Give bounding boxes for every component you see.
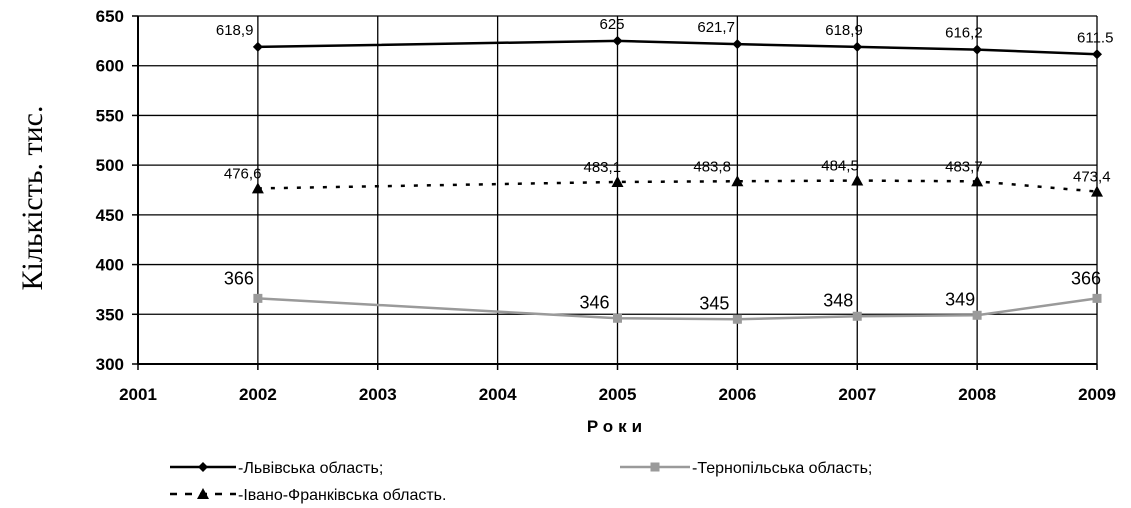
legend-item: -Львівська область;: [170, 460, 383, 477]
legend-label: -Львівська область;: [238, 460, 383, 477]
x-tick-label: 2002: [239, 385, 277, 404]
x-tick-label: 2009: [1078, 385, 1116, 404]
data-label-ternopil: 366: [224, 268, 254, 288]
y-tick-label: 650: [96, 7, 124, 26]
data-label-ternopil: 348: [823, 290, 853, 310]
legend-item: -Івано-Франківська область.: [170, 487, 446, 504]
x-tick-label: 2001: [119, 385, 157, 404]
data-label-lviv: 625: [600, 16, 625, 33]
data-label-ivano-frankivsk: 483,1: [584, 159, 622, 176]
legend-item: -Тернопільська область;: [620, 460, 872, 477]
marker-ivano-frankivsk: [251, 182, 264, 194]
marker-ternopil: [972, 310, 982, 320]
legend-marker: [650, 462, 660, 472]
axes: [132, 15, 1098, 370]
x-tick-label: 2007: [838, 385, 876, 404]
data-label-ivano-frankivsk: 483,7: [945, 158, 983, 175]
marker-ternopil: [732, 314, 742, 324]
y-tick-label: 400: [96, 256, 124, 275]
tick-labels: 300 350 400 450 500 550 600 650 2001 2002 2003 2004…: [96, 7, 1116, 404]
data-label-ivano-frankivsk: 476,6: [224, 165, 262, 182]
y-tick-label: 350: [96, 305, 124, 324]
marker-lviv: [732, 39, 743, 50]
grid: [137, 15, 1098, 365]
series-1: [253, 293, 1102, 324]
legend-marker: [197, 488, 209, 499]
data-label-ivano-frankivsk: 484,5: [821, 158, 859, 175]
data-label-lviv: 611.5: [1077, 29, 1113, 46]
y-axis-title: Кількість. тис.: [16, 106, 49, 291]
data-label-ternopil: 345: [699, 293, 729, 313]
x-axis-title: Роки: [587, 417, 647, 436]
data-label-ivano-frankivsk: 483,8: [693, 158, 731, 175]
x-tick-label: 2008: [958, 385, 996, 404]
x-tick-label: 2006: [718, 385, 756, 404]
series-line-ivano-frankivsk: [257, 179, 1098, 193]
data-label-lviv: 618,9: [216, 22, 254, 39]
data-label-ternopil: 346: [580, 292, 610, 312]
marker-ivano-frankivsk: [611, 175, 624, 187]
y-tick-label: 600: [96, 57, 124, 76]
marker-lviv: [1092, 49, 1102, 60]
data-label-lviv: 621,7: [697, 19, 735, 36]
legend-label: -Тернопільська область;: [692, 460, 872, 477]
legend-marker: [198, 462, 208, 472]
marker-ivano-frankivsk: [731, 175, 744, 187]
data-label-lviv: 618,9: [825, 22, 863, 39]
series-line-lviv: [257, 39, 1098, 56]
y-tick-label: 300: [96, 355, 124, 374]
legend: -Львівська область; -Тернопільська област…: [170, 460, 872, 504]
marker-ivano-frankivsk: [851, 174, 864, 186]
marker-ternopil: [253, 293, 263, 303]
series-line-ternopil: [257, 297, 1098, 321]
data-labels: 618,9 625 621,7 618,9 616,2 611.5 366 346 345 348…: [216, 16, 1114, 313]
marker-lviv: [612, 35, 623, 46]
data-label-ternopil: 349: [945, 289, 975, 309]
marker-lviv: [252, 41, 263, 52]
marker-ivano-frankivsk: [1091, 185, 1103, 197]
marker-ternopil: [1092, 293, 1102, 303]
x-tick-label: 2004: [479, 385, 517, 404]
marker-lviv: [972, 44, 983, 55]
data-label-ivano-frankivsk: 473,4: [1073, 169, 1111, 186]
series-0: [252, 35, 1102, 60]
marker-lviv: [852, 41, 863, 52]
marker-ivano-frankivsk: [971, 175, 984, 187]
series-group: [251, 35, 1103, 324]
y-tick-label: 450: [96, 206, 124, 225]
data-label-ternopil: 366: [1071, 268, 1101, 288]
legend-label: -Івано-Франківська область.: [238, 487, 446, 504]
y-tick-label: 500: [96, 156, 124, 175]
marker-ternopil: [852, 311, 862, 321]
series-2: [251, 174, 1103, 197]
y-tick-label: 550: [96, 106, 124, 125]
x-tick-label: 2003: [359, 385, 397, 404]
x-tick-label: 2005: [599, 385, 637, 404]
marker-ternopil: [613, 313, 622, 323]
data-label-lviv: 616,2: [945, 25, 983, 42]
